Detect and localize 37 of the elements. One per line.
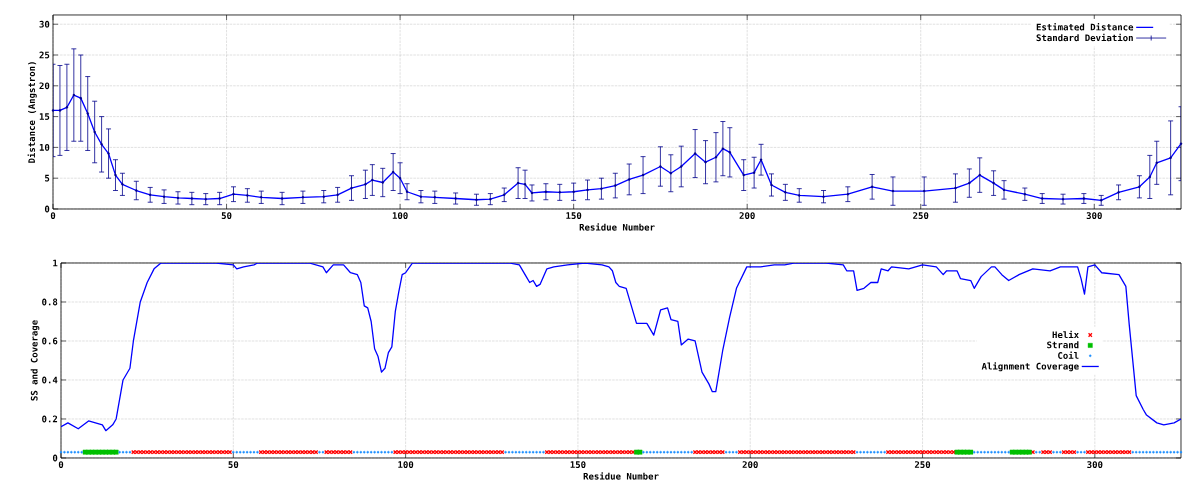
x-tick-label: 150: [570, 461, 586, 468]
x-tick-label: 150: [566, 212, 582, 219]
y-tick-label: 0.6: [42, 337, 58, 345]
y-axis-title: Distance (Angstron): [27, 62, 37, 163]
x-tick-label: 100: [392, 212, 408, 219]
y-tick-label: 10: [39, 143, 50, 151]
y-tick-label: 20: [39, 82, 50, 90]
x-tick-label: 300: [1087, 461, 1103, 468]
y-tick-label: 1: [53, 259, 58, 267]
x-axis-title: Residue Number: [579, 223, 655, 231]
x-tick-label: 100: [398, 461, 414, 468]
y-tick-label: 0.8: [42, 298, 58, 306]
x-tick-label: 200: [742, 461, 758, 468]
x-axis-title: Residue Number: [583, 472, 659, 480]
y-tick-label: 0: [52, 454, 58, 462]
legend-label: Coil: [1058, 351, 1079, 359]
y-tick-label: 0.2: [42, 415, 58, 423]
y-tick-label: 25: [39, 51, 50, 59]
x-tick-label: 200: [739, 212, 755, 219]
x-tick-label: 0: [58, 461, 64, 468]
x-tick-label: 50: [221, 212, 232, 219]
x-tick-label: 250: [913, 212, 929, 219]
line-series: [61, 262, 1181, 432]
legend-label: Helix: [1052, 330, 1079, 339]
legend-label: Strand: [1047, 341, 1079, 349]
y-tick-label: 30: [39, 20, 50, 28]
y-tick-label: 15: [39, 113, 50, 120]
y-tick-label: 0: [44, 205, 50, 213]
x-tick-label: 250: [914, 461, 931, 468]
y-axis-title: SS and Coverage: [30, 320, 40, 401]
x-tick-label: 300: [1086, 212, 1102, 219]
x-tick-label: 50: [228, 461, 239, 468]
y-tick-label: 5: [45, 174, 50, 182]
legend-label: Alignment Coverage: [981, 362, 1079, 372]
y-tick-label: 0.4: [42, 376, 58, 384]
legend-label: Standard Deviation: [1036, 33, 1133, 42]
legend-label: Estimated Distance: [1036, 23, 1134, 31]
